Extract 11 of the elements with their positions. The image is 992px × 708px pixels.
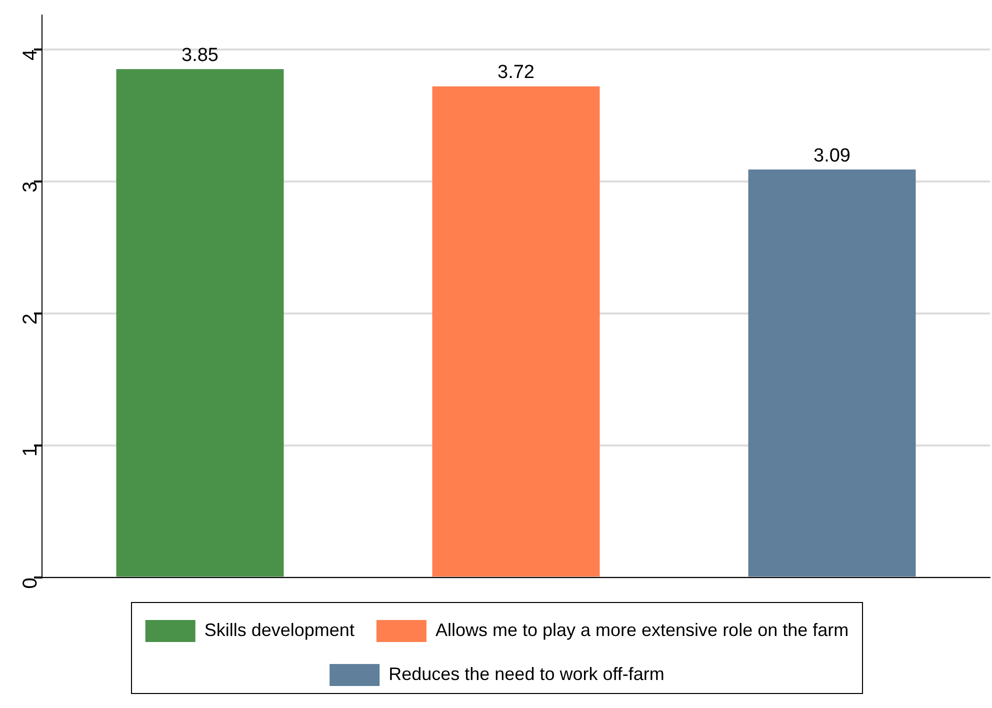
data-label: 3.72 — [498, 62, 534, 84]
data-label: 3.85 — [182, 44, 218, 66]
legend-label: Skills development — [204, 620, 354, 640]
y-tick-label: 2 — [20, 313, 42, 325]
y-tick-label: 0 — [20, 578, 42, 589]
legend-label: Allows me to play a more extensive role on the farm — [435, 620, 849, 640]
y-tick-label: 3 — [20, 181, 42, 193]
y-tick-label: 4 — [20, 49, 42, 60]
data-label: 3.09 — [814, 145, 850, 166]
legend-label: Reduces the need to work off-farm — [388, 664, 664, 684]
y-tick-label: 1 — [20, 446, 42, 457]
